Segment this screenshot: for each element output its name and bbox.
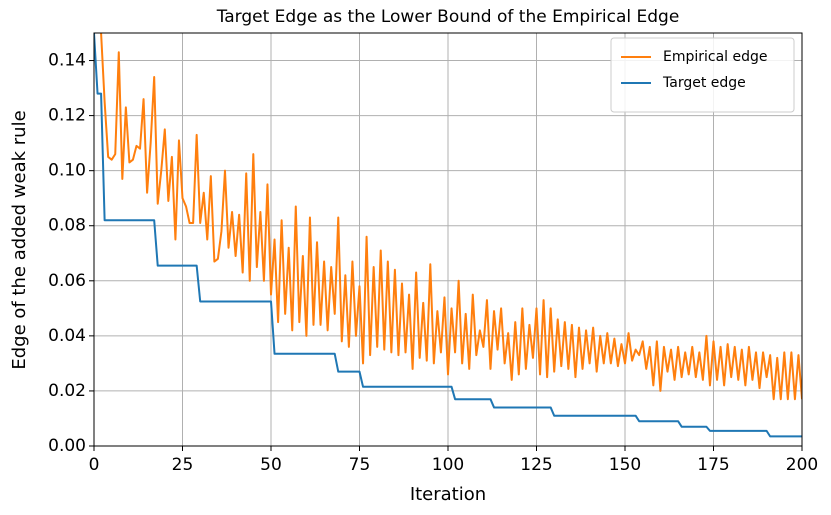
x-axis-label: Iteration: [410, 484, 486, 505]
y-tick-label: 0.10: [48, 161, 86, 181]
x-tick-label: 200: [786, 455, 818, 475]
legend-label: Empirical edge: [663, 49, 768, 65]
x-tick-label: 25: [172, 455, 194, 475]
y-tick-label: 0.14: [48, 51, 86, 71]
x-tick-label: 75: [349, 455, 371, 475]
series-line: [100, 33, 802, 401]
y-axis-label: Edge of the added weak rule: [9, 110, 30, 369]
series-line: [94, 33, 802, 438]
legend-label: Target edge: [662, 75, 746, 91]
y-tick-label: 0.00: [48, 436, 86, 456]
legend-box: [610, 37, 795, 113]
plot-lines: [94, 33, 802, 438]
chart-title: Target Edge as the Lower Bound of the Em…: [216, 7, 680, 27]
y-tick-label: 0.06: [48, 271, 86, 291]
x-tick-label: 50: [260, 455, 282, 475]
x-tick-label: 0: [89, 455, 100, 475]
x-tick-label: 175: [697, 455, 729, 475]
legend: Empirical edge Target edge: [610, 37, 795, 113]
x-tick-label: 150: [609, 455, 641, 475]
y-tick-label: 0.12: [48, 106, 86, 126]
x-tick-label: 100: [432, 455, 464, 475]
y-tick-label: 0.02: [48, 381, 86, 401]
x-tick-label: 125: [520, 455, 552, 475]
y-tick-label: 0.08: [48, 216, 86, 236]
grid: [93, 33, 803, 447]
y-tick-label: 0.04: [48, 326, 86, 346]
